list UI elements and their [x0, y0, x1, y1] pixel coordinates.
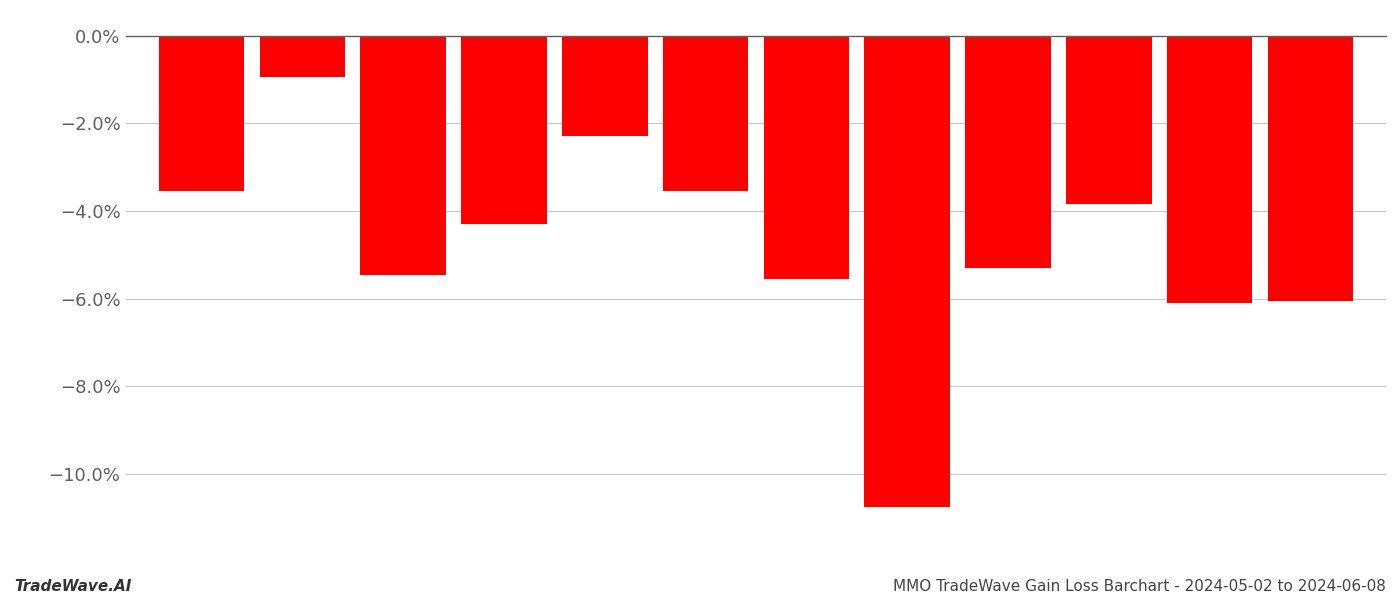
Bar — [1267, 35, 1354, 301]
Bar — [259, 35, 346, 77]
Bar — [360, 35, 447, 275]
Bar — [763, 35, 850, 279]
Text: MMO TradeWave Gain Loss Barchart - 2024-05-02 to 2024-06-08: MMO TradeWave Gain Loss Barchart - 2024-… — [893, 579, 1386, 594]
Bar — [1065, 35, 1152, 205]
Text: TradeWave.AI: TradeWave.AI — [14, 579, 132, 594]
Bar — [1166, 35, 1253, 303]
Bar — [561, 35, 648, 136]
Bar — [461, 35, 547, 224]
Bar — [864, 35, 951, 507]
Bar — [662, 35, 749, 191]
Bar — [158, 35, 245, 191]
Bar — [965, 35, 1051, 268]
